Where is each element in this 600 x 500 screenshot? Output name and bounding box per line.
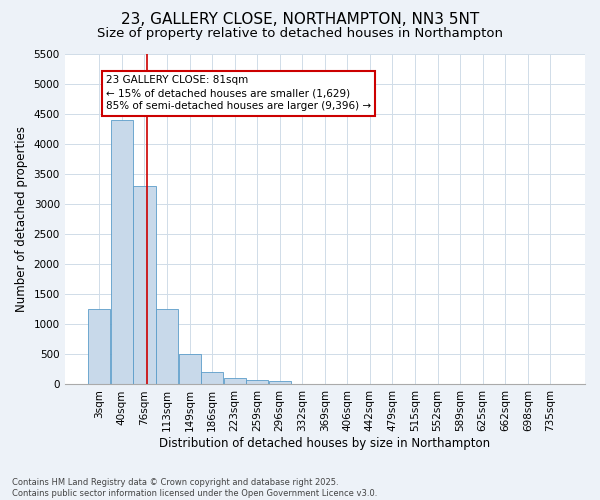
Bar	[246, 380, 268, 384]
Text: Contains HM Land Registry data © Crown copyright and database right 2025.
Contai: Contains HM Land Registry data © Crown c…	[12, 478, 377, 498]
Bar	[224, 378, 245, 384]
Text: 23, GALLERY CLOSE, NORTHAMPTON, NN3 5NT: 23, GALLERY CLOSE, NORTHAMPTON, NN3 5NT	[121, 12, 479, 28]
Bar	[269, 382, 291, 384]
Bar	[111, 120, 133, 384]
Text: Size of property relative to detached houses in Northampton: Size of property relative to detached ho…	[97, 28, 503, 40]
Bar	[201, 372, 223, 384]
Bar	[133, 186, 155, 384]
Text: 23 GALLERY CLOSE: 81sqm
← 15% of detached houses are smaller (1,629)
85% of semi: 23 GALLERY CLOSE: 81sqm ← 15% of detache…	[106, 75, 371, 112]
Bar	[179, 354, 200, 384]
Bar	[156, 310, 178, 384]
Y-axis label: Number of detached properties: Number of detached properties	[15, 126, 28, 312]
Bar	[88, 310, 110, 384]
X-axis label: Distribution of detached houses by size in Northampton: Distribution of detached houses by size …	[159, 437, 490, 450]
